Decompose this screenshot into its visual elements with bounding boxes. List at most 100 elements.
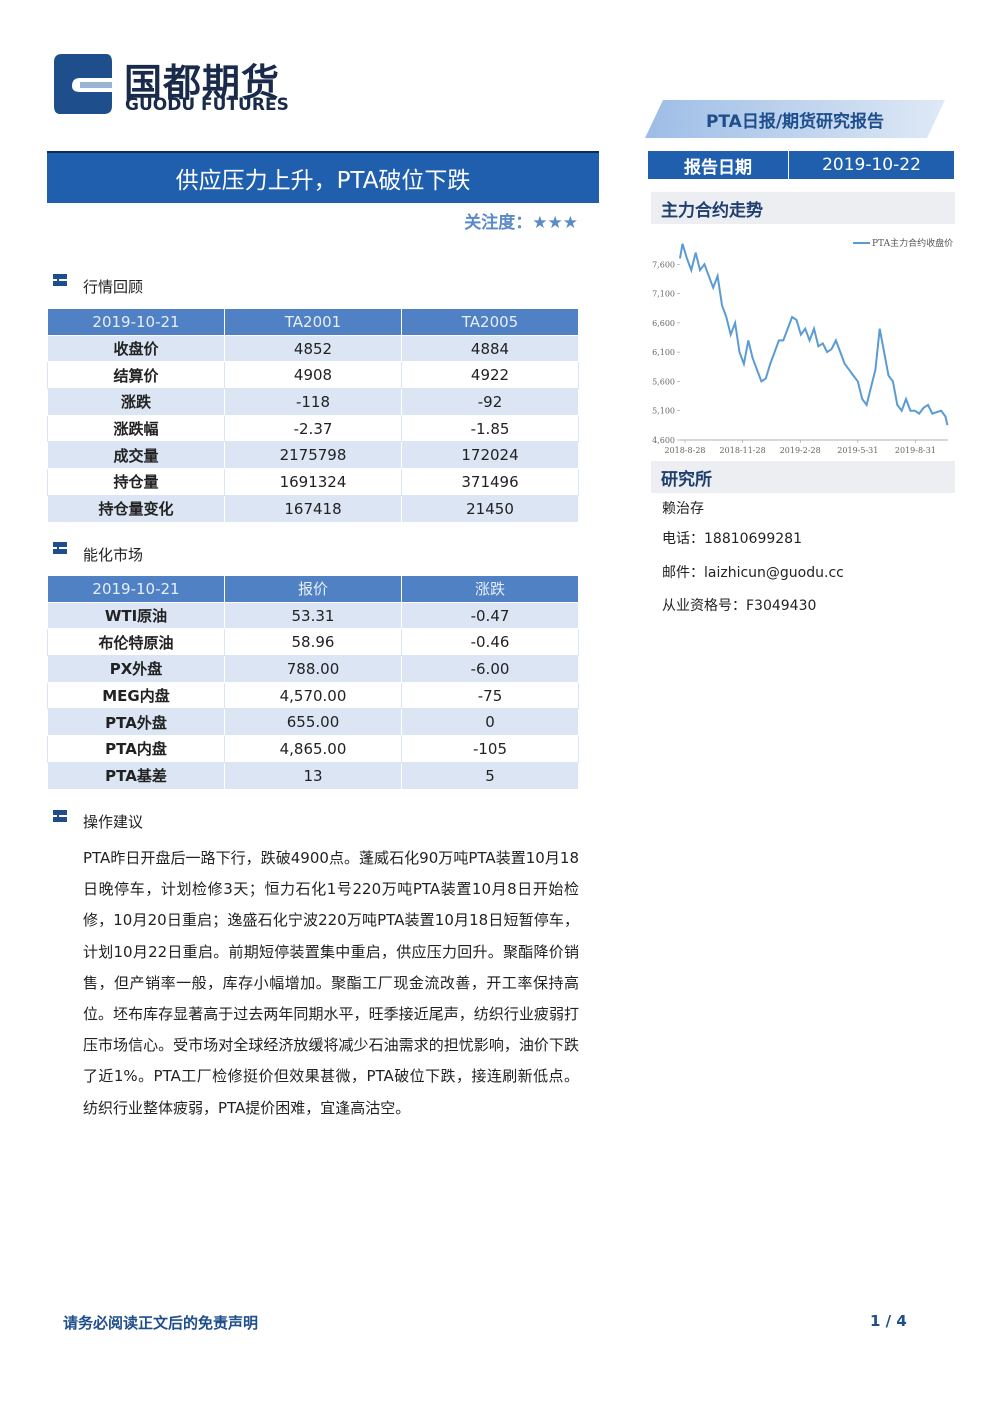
report-title: 供应压力上升，PTA破位下跌 — [47, 151, 599, 203]
y-tick-label: 5,600 — [652, 377, 675, 386]
attention-stars: ★★★ — [532, 213, 578, 233]
header-row: 2019-10-21 TA2001 TA2005 — [47, 308, 579, 336]
table-cell: 655.00 — [224, 708, 402, 737]
table-cell: 5 — [401, 761, 579, 790]
attention: 关注度：★★★ — [464, 208, 578, 233]
row-label: WTI原油 — [47, 601, 225, 630]
table-cell: 53.31 — [224, 601, 402, 630]
table-row: 持仓量变化 167418 21450 — [47, 494, 579, 523]
table-cell: -75 — [401, 681, 579, 710]
header-cell: 2019-10-21 — [47, 575, 225, 603]
analyst: 赖治存 — [662, 501, 704, 517]
x-tick-label: 2018-8-28 — [664, 446, 705, 455]
section-heading: 能化市场 — [83, 546, 144, 564]
section-heading: 行情回顾 — [83, 278, 144, 296]
header-cell: TA2001 — [224, 308, 402, 336]
logo-icon — [54, 54, 112, 114]
section-icon — [53, 274, 67, 286]
table-cell: 4922 — [401, 361, 579, 390]
row-label: 涨跌 — [47, 388, 225, 416]
row-label: 持仓量变化 — [47, 494, 225, 523]
research-heading: 研究所 — [651, 461, 955, 493]
table-row: PTA内盘 4,865.00 -105 — [47, 735, 579, 763]
advice-text: PTA昨日开盘后一路下行，跌破4900点。蓬威石化90万吨PTA装置10月18日… — [83, 849, 579, 1117]
table-row: 成交量 2175798 172024 — [47, 441, 579, 470]
table-cell: 167418 — [224, 494, 402, 523]
logo-subtext: GUODU FUTURES — [125, 95, 289, 115]
table-cell: -118 — [224, 388, 402, 416]
phone: 电话：18810699281 — [662, 531, 802, 547]
row-label: 布伦特原油 — [47, 628, 225, 657]
table-cell: 371496 — [401, 468, 579, 496]
table-row: PTA外盘 655.00 0 — [47, 708, 579, 737]
header-cell: 2019-10-21 — [47, 308, 225, 336]
license: 从业资格号：F3049430 — [662, 598, 817, 614]
table-cell: 2175798 — [224, 441, 402, 470]
row-label: PX外盘 — [47, 655, 225, 683]
table-cell: 4,865.00 — [224, 735, 402, 763]
table-cell: -6.00 — [401, 655, 579, 683]
table-cell: 4884 — [401, 334, 579, 363]
report-type: PTA日报/期货研究报告 — [645, 100, 945, 138]
x-tick-label: 2018-11-28 — [720, 446, 766, 455]
date-label: 报告日期 — [648, 151, 788, 179]
table-cell: -0.47 — [401, 601, 579, 630]
table-cell: -92 — [401, 388, 579, 416]
row-label: PTA外盘 — [47, 708, 225, 737]
y-tick-label: 5,100 — [652, 407, 675, 416]
logo-text: 国都期货 — [124, 61, 281, 105]
table-row: 持仓量 1691324 371496 — [47, 468, 579, 496]
table-row: MEG内盘 4,570.00 -75 — [47, 681, 579, 710]
y-tick-label: 7,600 — [652, 260, 675, 269]
table-cell: 172024 — [401, 441, 579, 470]
table-cell: -1.85 — [401, 414, 579, 443]
table-cell: 1691324 — [224, 468, 402, 496]
row-label: 成交量 — [47, 441, 225, 470]
table-row: 涨跌 -118 -92 — [47, 388, 579, 416]
table-cell: -105 — [401, 735, 579, 763]
header-cell: 涨跌 — [401, 575, 579, 603]
disclaimer: 请务必阅读正文后的免责声明 — [63, 1314, 259, 1332]
table-cell: 4852 — [224, 334, 402, 363]
header-cell: TA2005 — [401, 308, 579, 336]
y-tick-label: 7,100 — [652, 290, 675, 299]
energy-table: 2019-10-21 报价 涨跌 WTI原油 53.31 -0.47 布伦特原油 58.96-… — [47, 575, 579, 790]
y-tick-label: 4,600 — [652, 436, 675, 445]
x-tick-label: 2019-8-31 — [895, 446, 936, 455]
row-label: 涨跌幅 — [47, 414, 225, 443]
table-row: PX外盘 788.00 -6.00 — [47, 655, 579, 683]
row-label: 收盘价 — [47, 334, 225, 363]
table-cell: 4908 — [224, 361, 402, 390]
row-label: 持仓量 — [47, 468, 225, 496]
date-value: 2019-10-22 — [788, 151, 954, 179]
legend-label: PTA主力合约收盘价 — [872, 237, 953, 249]
trend-heading: 主力合约走势 — [651, 192, 955, 224]
data-line — [679, 243, 949, 426]
table-row: WTI原油 53.31 -0.47 — [47, 601, 579, 630]
row-label: PTA内盘 — [47, 735, 225, 763]
attention-label: 关注度： — [464, 213, 533, 233]
market-table: 2019-10-21 TA2001 TA2005 收盘价 4852 4884 结算价 4908… — [47, 308, 579, 523]
email: 邮件：laizhicun@guodu.cc — [662, 565, 844, 581]
y-tick-label: 6,100 — [652, 348, 675, 357]
section-heading: 操作建议 — [83, 813, 144, 831]
row-label: MEG内盘 — [47, 681, 225, 710]
table-cell: 788.00 — [224, 655, 402, 683]
table-cell: -2.37 — [224, 414, 402, 443]
row-label: PTA基差 — [47, 761, 225, 790]
table-cell: -0.46 — [401, 628, 579, 657]
table-cell: 58.96 — [224, 628, 402, 657]
table-cell: 13 — [224, 761, 402, 790]
table-row: 涨跌幅 -2.37 -1.85 — [47, 414, 579, 443]
chart: 4,600 5,100 5,600 6,100 6,600 7,100 7,600 2018-… — [652, 237, 953, 455]
row-label: 结算价 — [47, 361, 225, 390]
table-row: 结算价 4908 4922 — [47, 361, 579, 390]
x-tick-label: 2019-5-31 — [837, 446, 878, 455]
y-tick-label: 6,600 — [652, 319, 675, 328]
table-cell: 4,570.00 — [224, 681, 402, 710]
x-tick-label: 2019-2-28 — [780, 446, 821, 455]
header-cell: 报价 — [224, 575, 402, 603]
table-row: 收盘价 4852 4884 — [47, 334, 579, 363]
table-cell: 21450 — [401, 494, 579, 523]
